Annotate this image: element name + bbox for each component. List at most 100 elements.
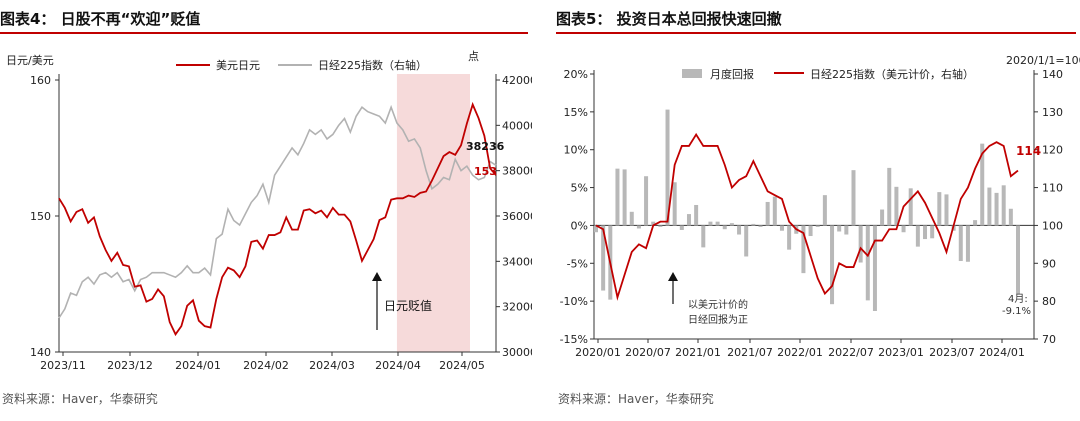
- nikkei-usd-line: [595, 132, 1019, 301]
- monthly-return-bar: [686, 214, 691, 226]
- x-tick-label: 2022/07: [828, 346, 874, 359]
- monthly-return-bar: [715, 221, 720, 226]
- monthly-return-bar: [601, 225, 606, 291]
- monthly-return-bar: [701, 225, 706, 248]
- legend-label-usdjpy: 美元日元: [216, 59, 260, 72]
- right-axis-base-label: 2020/1/1=100: [1006, 54, 1080, 67]
- right-y-tick-label: 40000: [502, 119, 532, 132]
- monthly-return-bar: [636, 225, 641, 229]
- x-tick-label: 2023/07: [929, 346, 975, 359]
- left-title-rule: [0, 32, 528, 34]
- monthly-return-bar: [751, 223, 756, 226]
- monthly-return-bar: [880, 209, 885, 226]
- monthly-return-bar: [665, 109, 670, 226]
- left-y-tick-label: -10%: [560, 295, 588, 308]
- right-axis-label: 点: [468, 50, 479, 63]
- monthly-return-bar: [994, 192, 999, 226]
- right-source-note: 资料来源：Haver，华泰研究: [558, 392, 714, 406]
- x-tick-label: 2021/07: [727, 346, 773, 359]
- monthly-return-bar: [779, 225, 784, 231]
- left-y-tick-label: 150: [30, 210, 51, 223]
- right-y-tick-label: 30000: [502, 346, 532, 359]
- monthly-return-bar: [980, 143, 985, 226]
- legend-swatch-bars: [682, 69, 702, 78]
- right-chart-title: 图表5： 投资日本总回报快速回撤: [556, 10, 782, 28]
- x-tick-label: 2023/11: [40, 359, 86, 372]
- monthly-return-bar: [858, 225, 863, 263]
- right-y-tick-label: 130: [1042, 106, 1063, 119]
- nikkei-line: [58, 104, 497, 319]
- monthly-return-bar: [851, 170, 856, 226]
- left-chart-title: 图表4： 日股不再“欢迎”贬值: [0, 10, 201, 28]
- left-y-tick-label: 10%: [564, 144, 588, 157]
- right-chart-panel: 图表5： 投资日本总回报快速回撤 -15% -10% -5% 0% 5% 10% 15% 20…: [556, 0, 1080, 421]
- monthly-return-bar: [787, 225, 792, 250]
- monthly-return-bar: [901, 225, 906, 233]
- monthly-return-bar: [1008, 208, 1013, 226]
- return-annotation-line1: 以美元计价的: [688, 298, 748, 311]
- x-tick-label: 2021/01: [675, 346, 721, 359]
- monthly-return-bar: [758, 225, 763, 227]
- left-y-tick-label: -15%: [560, 333, 588, 346]
- monthly-return-bar: [644, 176, 649, 226]
- annotation-arrow-head: [668, 272, 678, 281]
- monthly-return-bar: [1001, 185, 1006, 226]
- usdjpy-end-label: 153: [474, 165, 497, 178]
- monthly-return-bar: [622, 169, 627, 226]
- x-tick-label: 2024/02: [243, 359, 289, 372]
- monthly-return-bar: [887, 167, 892, 226]
- right-y-tick-label: 110: [1042, 182, 1063, 195]
- x-tick-label: 2023/12: [107, 359, 153, 372]
- monthly-return-bar: [594, 225, 598, 233]
- depreciation-annotation: 日元贬值: [384, 298, 432, 313]
- x-tick-label: 2024/01: [175, 359, 221, 372]
- x-tick-label: 2024/03: [309, 359, 355, 372]
- right-y-tick-label: 90: [1042, 257, 1056, 270]
- monthly-return-bar: [837, 225, 842, 232]
- left-y-tick-label: 0%: [571, 219, 588, 232]
- right-y-tick-label: 36000: [502, 210, 532, 223]
- x-tick-label: 2022/01: [777, 346, 823, 359]
- right-y-tick-label: 38000: [502, 165, 532, 178]
- monthly-return-bar: [651, 221, 656, 226]
- nikkei-end-label: 38236: [466, 140, 505, 153]
- monthly-return-bar: [822, 195, 827, 226]
- x-tick-label: 2023/01: [878, 346, 924, 359]
- monthly-return-bar: [629, 211, 634, 226]
- usdjpy-line: [58, 101, 497, 337]
- left-y-tick-label: 140: [30, 346, 51, 359]
- monthly-return-bar: [737, 225, 742, 235]
- right-y-tick-label: 34000: [502, 255, 532, 268]
- monthly-return-bar: [815, 225, 820, 227]
- x-tick-label: 2020/01: [575, 346, 621, 359]
- monthly-return-bar: [973, 220, 978, 226]
- left-y-tick-label: 5%: [571, 182, 588, 195]
- monthly-return-bar: [694, 204, 699, 226]
- monthly-return-bar: [923, 225, 928, 240]
- x-tick-label: 2024/01: [979, 346, 1025, 359]
- monthly-return-bar: [965, 225, 970, 262]
- right-y-tick-label: 32000: [502, 301, 532, 314]
- left-chart-panel: 图表4： 日股不再“欢迎”贬值 140 150 160 30000 32000 34000…: [0, 0, 532, 421]
- monthly-return-bar: [894, 186, 899, 226]
- monthly-return-bar: [944, 194, 949, 226]
- april-annotation-label: 4月:: [1008, 293, 1028, 305]
- monthly-return-bar: [937, 192, 942, 226]
- left-y-tick-label: 160: [30, 74, 51, 87]
- monthly-return-bar: [808, 225, 813, 237]
- monthly-return-bar: [615, 168, 620, 226]
- annotation-arrow-head: [372, 272, 382, 281]
- monthly-return-bar: [729, 223, 734, 226]
- right-y-tick-label: 70: [1042, 333, 1056, 346]
- right-y-tick-label: 80: [1042, 295, 1056, 308]
- left-y-tick-label: 15%: [564, 106, 588, 119]
- monthly-return-bar: [987, 187, 992, 226]
- highlight-region: [396, 74, 470, 352]
- right-chart: -15%-10%-5%0%5%10%15%20%7080901001101201…: [560, 54, 1080, 359]
- monthly-return-bar: [1016, 225, 1020, 295]
- monthly-return-bar: [658, 225, 663, 227]
- legend-label-nikkei: 日经225指数（右轴）: [318, 58, 427, 72]
- return-annotation-line2: 日经回报为正: [688, 313, 748, 326]
- left-source-note: 资料来源：Haver，华泰研究: [2, 392, 158, 406]
- x-tick-label: 2024/04: [375, 359, 421, 372]
